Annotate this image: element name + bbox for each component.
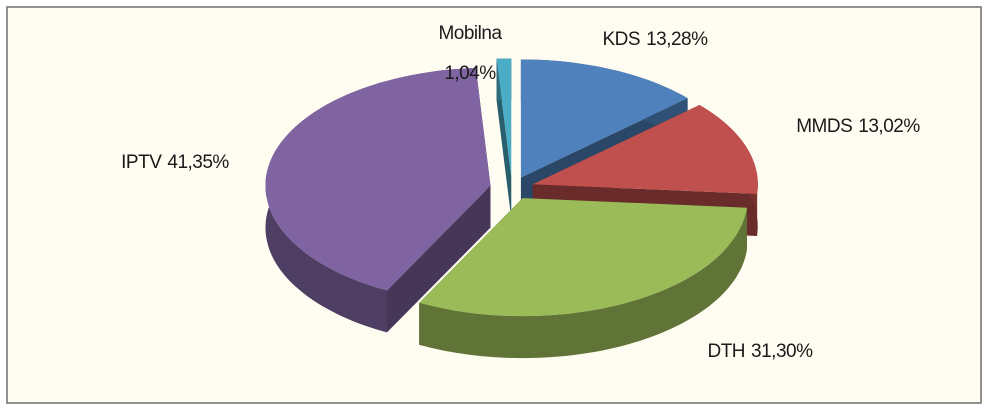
value-label: 41,35% (167, 152, 229, 173)
data-label: DTH 31,30% (707, 341, 813, 362)
data-label: KDS 13,28% (602, 29, 708, 50)
category-label: MMDS (796, 116, 852, 137)
labels: KDS 13,28% MMDS 13,02% DTH 31,30% IPTV 41,35% Mo… (121, 23, 921, 362)
value-label: 13,28% (646, 29, 708, 50)
value-label: 13,02% (858, 116, 920, 137)
slice (419, 198, 747, 317)
slice (496, 58, 512, 177)
data-label: IPTV 41,35% (121, 152, 229, 173)
slice-side (419, 207, 747, 359)
slice (265, 67, 491, 291)
value-label: 31,30% (751, 341, 813, 362)
value-label: 1,04% (444, 63, 496, 84)
data-label: Mobilna 1,04% (438, 23, 502, 84)
slice (532, 105, 758, 194)
category-label: DTH (707, 341, 745, 362)
category-label: IPTV (121, 152, 162, 173)
category-label: Mobilna (438, 23, 502, 44)
data-label: MMDS 13,02% (796, 116, 920, 137)
pie (265, 58, 758, 359)
slice (520, 59, 688, 178)
slice-wall (386, 185, 491, 333)
category-label: KDS (602, 29, 640, 50)
